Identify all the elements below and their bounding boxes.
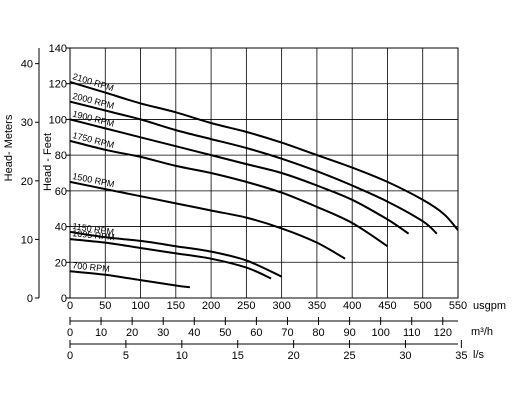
head-meters-tick-label: 40 xyxy=(21,59,33,71)
ls-tick-label: 35 xyxy=(455,350,467,362)
plot-frame xyxy=(69,47,459,299)
ls-tick-label: 30 xyxy=(399,350,411,362)
rpm-curve-line xyxy=(69,180,346,260)
head-feet-tick-label: 100 xyxy=(49,114,67,126)
m3h-tick-label: 50 xyxy=(219,327,231,339)
rpm-curve-line xyxy=(69,139,389,248)
usgpm-axis: 0 50 100 150 200 250 300 350 400 450 500 550 xyxy=(67,300,467,312)
rpm-curve-line xyxy=(69,238,272,280)
ls-tick-label: 20 xyxy=(288,350,300,362)
m3h-tick-label: 60 xyxy=(250,327,262,339)
head-feet-tick-label: 120 xyxy=(49,79,67,91)
m3h-tick-label: 0 xyxy=(67,327,73,339)
m3h-unit-label: m³/h xyxy=(471,326,493,338)
rpm-curve-line xyxy=(69,270,191,289)
m3h-tick-label: 100 xyxy=(371,327,389,339)
head-feet-tick-label: 80 xyxy=(55,150,67,162)
ls-tick-label: 0 xyxy=(67,350,73,362)
head-feet-tick-label: 40 xyxy=(55,222,67,234)
head-meters-axis: 0 10 20 30 40 xyxy=(21,48,40,305)
ls-axis: 0 5 10 15 20 25 30 35 xyxy=(67,340,467,362)
head-feet-tick-label: 60 xyxy=(55,186,67,198)
rpm-curves xyxy=(69,80,459,289)
head-feet-label: Head - Feet xyxy=(42,133,54,191)
usgpm-unit-label: usgpm xyxy=(473,300,506,312)
head-meters-label: Head- Meters xyxy=(3,114,15,181)
head-feet-tick-label: 0 xyxy=(61,293,67,305)
grid xyxy=(69,47,459,299)
head-meters-tick-label: 0 xyxy=(27,293,33,305)
m3h-tick-label: 40 xyxy=(188,327,200,339)
usgpm-tick-label: 250 xyxy=(237,300,255,312)
head-feet-tick-label: 140 xyxy=(49,43,67,55)
usgpm-tick-label: 450 xyxy=(378,300,396,312)
usgpm-tick-label: 200 xyxy=(202,300,220,312)
m3h-axis: 0 10 20 30 40 50 60 70 80 90 100 110 120 xyxy=(67,317,458,339)
head-meters-tick-label: 10 xyxy=(21,234,33,246)
head-feet-axis: 0 20 40 60 80 100 120 140 xyxy=(49,43,70,305)
m3h-tick-label: 120 xyxy=(434,327,452,339)
ls-tick-label: 25 xyxy=(343,350,355,362)
usgpm-tick-label: 500 xyxy=(414,300,432,312)
m3h-tick-label: 10 xyxy=(95,327,107,339)
rpm-curve-line xyxy=(69,118,410,235)
ls-tick-label: 15 xyxy=(232,350,244,362)
head-meters-tick-label: 30 xyxy=(21,117,33,129)
rpm-curve-label: 1095 RPM xyxy=(72,228,115,242)
usgpm-tick-label: 550 xyxy=(449,300,467,312)
ls-unit-label: l/s xyxy=(473,349,485,361)
m3h-tick-label: 30 xyxy=(157,327,169,339)
m3h-tick-label: 110 xyxy=(403,327,421,339)
ls-tick-label: 5 xyxy=(123,350,129,362)
m3h-tick-label: 70 xyxy=(281,327,293,339)
usgpm-tick-label: 300 xyxy=(272,300,290,312)
usgpm-tick-label: 150 xyxy=(167,300,185,312)
m3h-tick-label: 20 xyxy=(126,327,138,339)
usgpm-tick-label: 400 xyxy=(343,300,361,312)
head-feet-tick-label: 20 xyxy=(55,257,67,269)
ls-tick-label: 10 xyxy=(176,350,188,362)
m3h-tick-label: 80 xyxy=(312,327,324,339)
rpm-curve-line xyxy=(69,100,438,235)
rpm-curve-line xyxy=(69,80,459,231)
usgpm-tick-label: 0 xyxy=(67,300,73,312)
head-meters-tick-label: 20 xyxy=(21,176,33,188)
rpm-curve-line xyxy=(69,230,283,278)
usgpm-tick-label: 100 xyxy=(131,300,149,312)
usgpm-tick-label: 350 xyxy=(308,300,326,312)
rpm-curve-label: 700 RPM xyxy=(72,260,110,274)
m3h-tick-label: 90 xyxy=(343,327,355,339)
usgpm-tick-label: 50 xyxy=(99,300,111,312)
